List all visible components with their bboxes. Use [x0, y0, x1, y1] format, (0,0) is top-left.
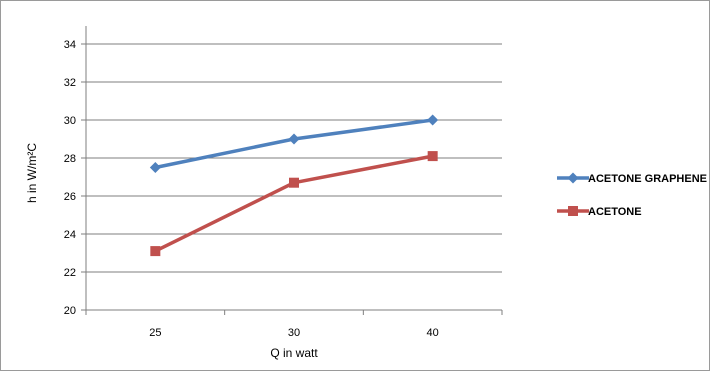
x-tick-labels: 25 30 40 [149, 327, 439, 339]
legend-swatch-marker [568, 206, 578, 216]
y-tick-label: 26 [64, 191, 76, 203]
series-acetone-graphene [149, 114, 439, 173]
data-point [427, 151, 438, 162]
y-tick-label: 34 [64, 39, 76, 51]
y-tick-label: 22 [64, 267, 76, 279]
data-point [288, 133, 300, 145]
gridlines [86, 43, 502, 273]
legend-swatch-marker [567, 172, 579, 184]
x-tick-label: 40 [427, 327, 439, 339]
legend: ACETONE GRAPHENE ACETONE [557, 172, 707, 218]
legend-label: ACETONE [588, 206, 642, 218]
data-point [150, 246, 161, 257]
x-tick-label: 30 [288, 327, 300, 339]
legend-item: ACETONE GRAPHENE [557, 172, 707, 185]
legend-label: ACETONE GRAPHENE [588, 173, 707, 185]
y-tick-label: 30 [64, 115, 76, 127]
y-tick-label: 20 [64, 305, 76, 317]
data-point [149, 162, 161, 173]
y-tick-labels: 20 22 24 26 28 30 32 34 [64, 39, 76, 317]
axes [81, 26, 503, 315]
x-tick-label: 25 [149, 327, 161, 339]
y-tick-label: 28 [64, 153, 76, 165]
y-tick-label: 24 [64, 229, 76, 241]
x-axis-title: Q in watt [270, 346, 318, 360]
series-line [154, 154, 433, 253]
data-point [427, 114, 439, 126]
data-point [289, 177, 299, 188]
y-tick-label: 32 [64, 77, 76, 89]
series-group [149, 114, 439, 257]
legend-item: ACETONE [557, 206, 642, 218]
y-axis-title: h in W/m²C [25, 143, 39, 203]
series-acetone [150, 151, 438, 257]
